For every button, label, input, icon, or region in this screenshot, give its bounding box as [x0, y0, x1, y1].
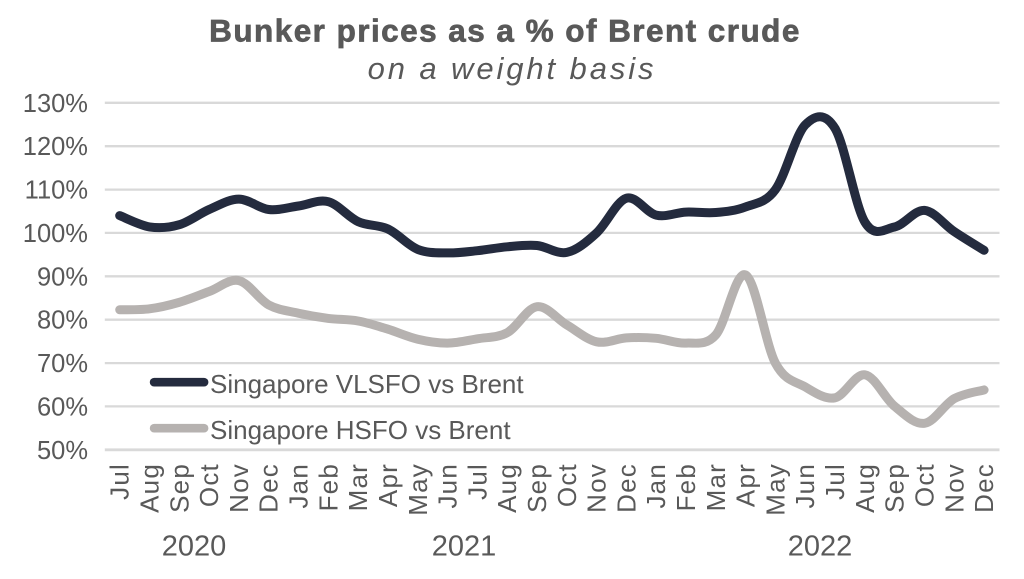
svg-text:on a weight basis: on a weight basis	[368, 51, 657, 86]
svg-text:Aug: Aug	[135, 463, 165, 513]
svg-text:Sep: Sep	[164, 463, 194, 513]
svg-text:110%: 110%	[25, 177, 88, 205]
svg-text:Feb: Feb	[313, 463, 343, 511]
svg-text:May: May	[403, 463, 433, 516]
svg-text:100%: 100%	[23, 220, 88, 248]
svg-text:2020: 2020	[162, 531, 227, 563]
svg-text:Aug: Aug	[850, 463, 880, 513]
svg-text:Jul: Jul	[105, 463, 135, 500]
svg-text:2022: 2022	[788, 531, 853, 563]
svg-text:50%: 50%	[37, 437, 88, 465]
svg-text:Jan: Jan	[284, 463, 314, 509]
svg-text:Jan: Jan	[641, 463, 671, 509]
svg-text:Aug: Aug	[492, 463, 522, 513]
svg-text:90%: 90%	[37, 263, 88, 291]
svg-text:Apr: Apr	[373, 463, 403, 507]
svg-text:Mar: Mar	[701, 463, 731, 511]
svg-text:Dec: Dec	[254, 463, 284, 513]
svg-text:Nov: Nov	[939, 463, 969, 513]
svg-text:Apr: Apr	[731, 463, 761, 507]
svg-text:Jul: Jul	[462, 463, 492, 500]
svg-text:Sep: Sep	[522, 463, 552, 513]
svg-text:Oct: Oct	[194, 463, 224, 507]
svg-text:May: May	[760, 463, 790, 516]
svg-text:Oct: Oct	[910, 463, 940, 507]
svg-text:Singapore HSFO vs Brent: Singapore HSFO vs Brent	[210, 415, 511, 445]
svg-text:80%: 80%	[37, 307, 88, 335]
svg-text:120%: 120%	[23, 133, 88, 161]
svg-text:Jun: Jun	[790, 463, 820, 509]
svg-text:Nov: Nov	[582, 463, 612, 513]
svg-text:70%: 70%	[37, 350, 88, 378]
svg-text:Sep: Sep	[880, 463, 910, 513]
svg-text:2021: 2021	[432, 531, 497, 563]
svg-text:Mar: Mar	[343, 463, 373, 511]
svg-text:Dec: Dec	[611, 463, 641, 513]
svg-text:Bunker prices as a % of Brent: Bunker prices as a % of Brent crude	[209, 12, 801, 48]
svg-text:Jun: Jun	[433, 463, 463, 509]
svg-text:Feb: Feb	[671, 463, 701, 511]
svg-text:Nov: Nov	[224, 463, 254, 513]
svg-text:Oct: Oct	[552, 463, 582, 507]
svg-text:130%: 130%	[23, 90, 88, 118]
svg-text:Singapore VLSFO vs Brent: Singapore VLSFO vs Brent	[210, 369, 524, 399]
svg-text:Jul: Jul	[820, 463, 850, 500]
svg-text:60%: 60%	[37, 393, 88, 421]
svg-text:Dec: Dec	[969, 463, 999, 513]
